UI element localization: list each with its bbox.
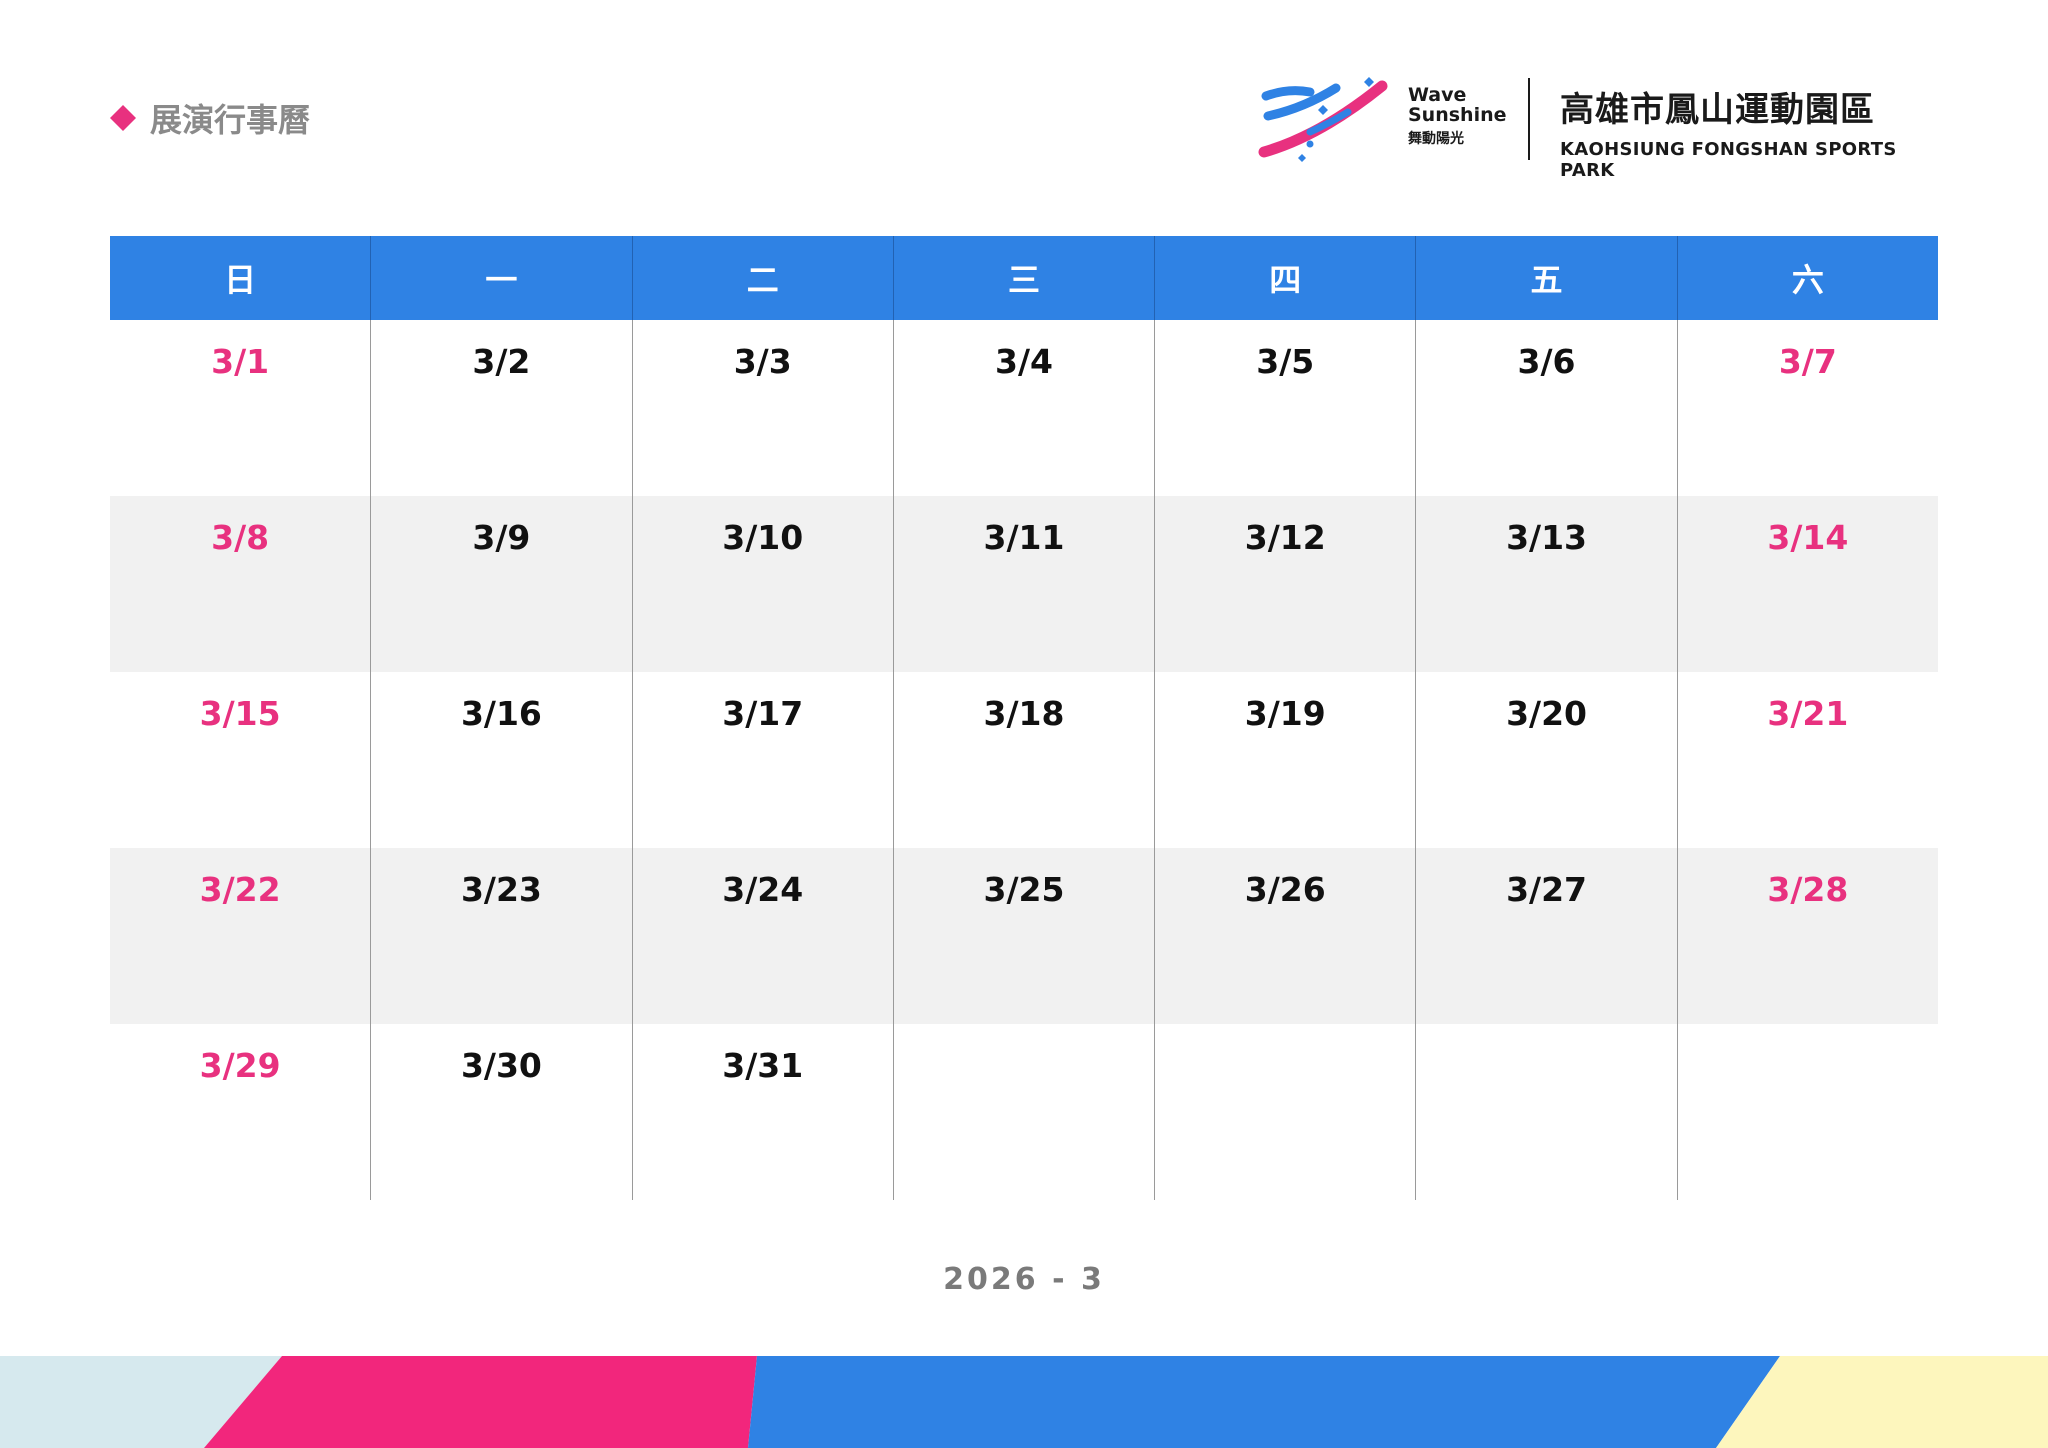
- day-cell[interactable]: 3/21: [1676, 672, 1938, 848]
- day-cell[interactable]: 3/26: [1154, 848, 1415, 1024]
- day-cell[interactable]: 3/24: [631, 848, 893, 1024]
- day-cell[interactable]: 3/28: [1676, 848, 1938, 1024]
- wave-sunshine-wordmark: Wave Sunshine 舞動陽光: [1408, 84, 1507, 147]
- day-cell[interactable]: 3/29: [199, 1046, 281, 1085]
- day-cell[interactable]: 3/1: [211, 342, 270, 381]
- weekday-header-sun: 日: [224, 261, 257, 299]
- week-row: 3/29 3/30 3/31: [110, 1024, 1938, 1200]
- day-cell[interactable]: 3/8: [211, 518, 270, 557]
- day-cell-empty: [1415, 1024, 1676, 1200]
- wordmark-line-2: Sunshine: [1408, 103, 1507, 126]
- logo-divider: [1528, 78, 1530, 160]
- wordmark-line-1: Wave: [1408, 84, 1467, 106]
- wave-sunshine-logo-icon: [1258, 77, 1388, 162]
- weekday-header-sat: 六: [1676, 236, 1938, 320]
- day-cell[interactable]: 3/31: [631, 1024, 893, 1200]
- day-cell[interactable]: 3/2: [370, 320, 631, 496]
- day-cell[interactable]: 3/11: [892, 496, 1154, 672]
- day-cell[interactable]: 3/15: [199, 694, 281, 733]
- day-cell[interactable]: 3/9: [370, 496, 631, 672]
- day-cell-empty: [892, 1024, 1154, 1200]
- day-cell[interactable]: 3/7: [1676, 320, 1938, 496]
- day-cell[interactable]: 3/10: [631, 496, 893, 672]
- week-row: 3/15 3/16 3/17 3/18 3/19 3/20 3/21: [110, 672, 1938, 848]
- day-cell[interactable]: 3/20: [1415, 672, 1676, 848]
- day-cell[interactable]: 3/25: [892, 848, 1154, 1024]
- day-cell[interactable]: 3/5: [1154, 320, 1415, 496]
- day-cell[interactable]: 3/30: [370, 1024, 631, 1200]
- park-name: 高雄市鳳山運動園區 KAOHSIUNG FONGSHAN SPORTS PARK: [1560, 82, 1940, 181]
- day-cell[interactable]: 3/6: [1415, 320, 1676, 496]
- week-row: 3/22 3/23 3/24 3/25 3/26 3/27 3/28: [110, 848, 1938, 1024]
- day-cell[interactable]: 3/12: [1154, 496, 1415, 672]
- day-cell-empty: [1676, 1024, 1938, 1200]
- week-row: 3/8 3/9 3/10 3/11 3/12 3/13 3/14: [110, 496, 1938, 672]
- day-cell[interactable]: 3/13: [1415, 496, 1676, 672]
- day-cell[interactable]: 3/14: [1676, 496, 1938, 672]
- week-row: 3/1 3/2 3/3 3/4 3/5 3/6 3/7: [110, 320, 1938, 496]
- day-cell-empty: [1154, 1024, 1415, 1200]
- weekday-header-thu: 四: [1154, 236, 1415, 320]
- day-cell[interactable]: 3/4: [892, 320, 1154, 496]
- page-title-text: 展演行事曆: [150, 101, 311, 139]
- park-logo: Wave Sunshine 舞動陽光 高雄市鳳山運動園區 KAOHSIUNG F…: [1258, 74, 1940, 181]
- diamond-icon: [110, 105, 136, 131]
- weekday-header-mon: 一: [370, 236, 631, 320]
- day-cell[interactable]: 3/23: [370, 848, 631, 1024]
- park-name-zh: 高雄市鳳山運動園區: [1560, 90, 1875, 130]
- day-cell[interactable]: 3/19: [1154, 672, 1415, 848]
- park-name-en: KAOHSIUNG FONGSHAN SPORTS PARK: [1560, 139, 1897, 181]
- weekday-header-row: 日 一 二 三 四 五 六: [110, 236, 1938, 320]
- day-cell[interactable]: 3/3: [631, 320, 893, 496]
- day-cell[interactable]: 3/17: [631, 672, 893, 848]
- weekday-header-fri: 五: [1415, 236, 1676, 320]
- weekday-header-tue: 二: [631, 236, 893, 320]
- calendar-grid: 日 一 二 三 四 五 六 3/1 3/2 3/3 3/4 3/5 3/6 3/…: [110, 236, 1938, 1200]
- month-label: 2026 - 3: [943, 1262, 1105, 1297]
- day-cell[interactable]: 3/18: [892, 672, 1154, 848]
- day-cell[interactable]: 3/27: [1415, 848, 1676, 1024]
- day-cell[interactable]: 3/22: [199, 870, 281, 909]
- wordmark-line-3: 舞動陽光: [1408, 130, 1464, 147]
- weekday-header-wed: 三: [892, 236, 1154, 320]
- footer-color-band: [0, 1356, 2048, 1448]
- page-title: 展演行事曆: [108, 96, 310, 140]
- day-cell[interactable]: 3/16: [370, 672, 631, 848]
